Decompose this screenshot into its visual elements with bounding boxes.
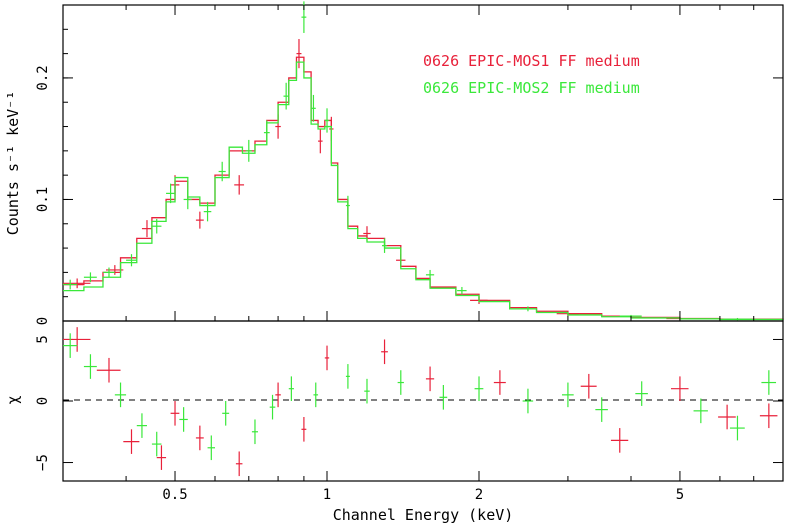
spectrum-y-ticks: 0 0.1 0.2 <box>35 4 783 325</box>
spectrum-panel: 0 0.1 0.2 Counts s⁻¹ keV⁻¹ 0626 EPIC-MOS1 … <box>4 1 784 325</box>
residual-y-tick-label: 5 <box>35 335 51 343</box>
spectrum-series <box>63 1 784 321</box>
spectrum-y-tick-label: 0 <box>35 317 51 325</box>
legend-entry-mos2: 0626 EPIC-MOS2 FF medium <box>423 79 640 97</box>
residual-panel: 5 0 −5 0.5 1 2 5 χ Channel Energy (keV) <box>4 5 784 524</box>
x-tick-label: 0.5 <box>162 487 187 503</box>
residual-frame <box>62 320 784 482</box>
spectrum-y-axis-label: Counts s⁻¹ keV⁻¹ <box>4 91 22 236</box>
x-tick-label: 5 <box>676 487 684 503</box>
residual-series <box>63 327 778 477</box>
residual-y-tick-label: −5 <box>35 454 51 471</box>
legend-entry-mos1: 0626 EPIC-MOS1 FF medium <box>423 52 640 70</box>
x-axis-ticks: 0.5 1 2 5 <box>125 5 784 503</box>
spectrum-y-tick-label: 0.1 <box>35 187 51 212</box>
x-axis-label: Channel Energy (keV) <box>333 506 514 524</box>
residual-y-ticks: 5 0 −5 <box>35 335 783 471</box>
residual-y-tick-label: 0 <box>35 397 51 405</box>
x-tick-label: 1 <box>323 487 331 503</box>
residual-y-axis-label: χ <box>4 395 22 404</box>
spectrum-y-tick-label: 0.2 <box>35 65 51 90</box>
x-tick-label: 2 <box>475 487 483 503</box>
